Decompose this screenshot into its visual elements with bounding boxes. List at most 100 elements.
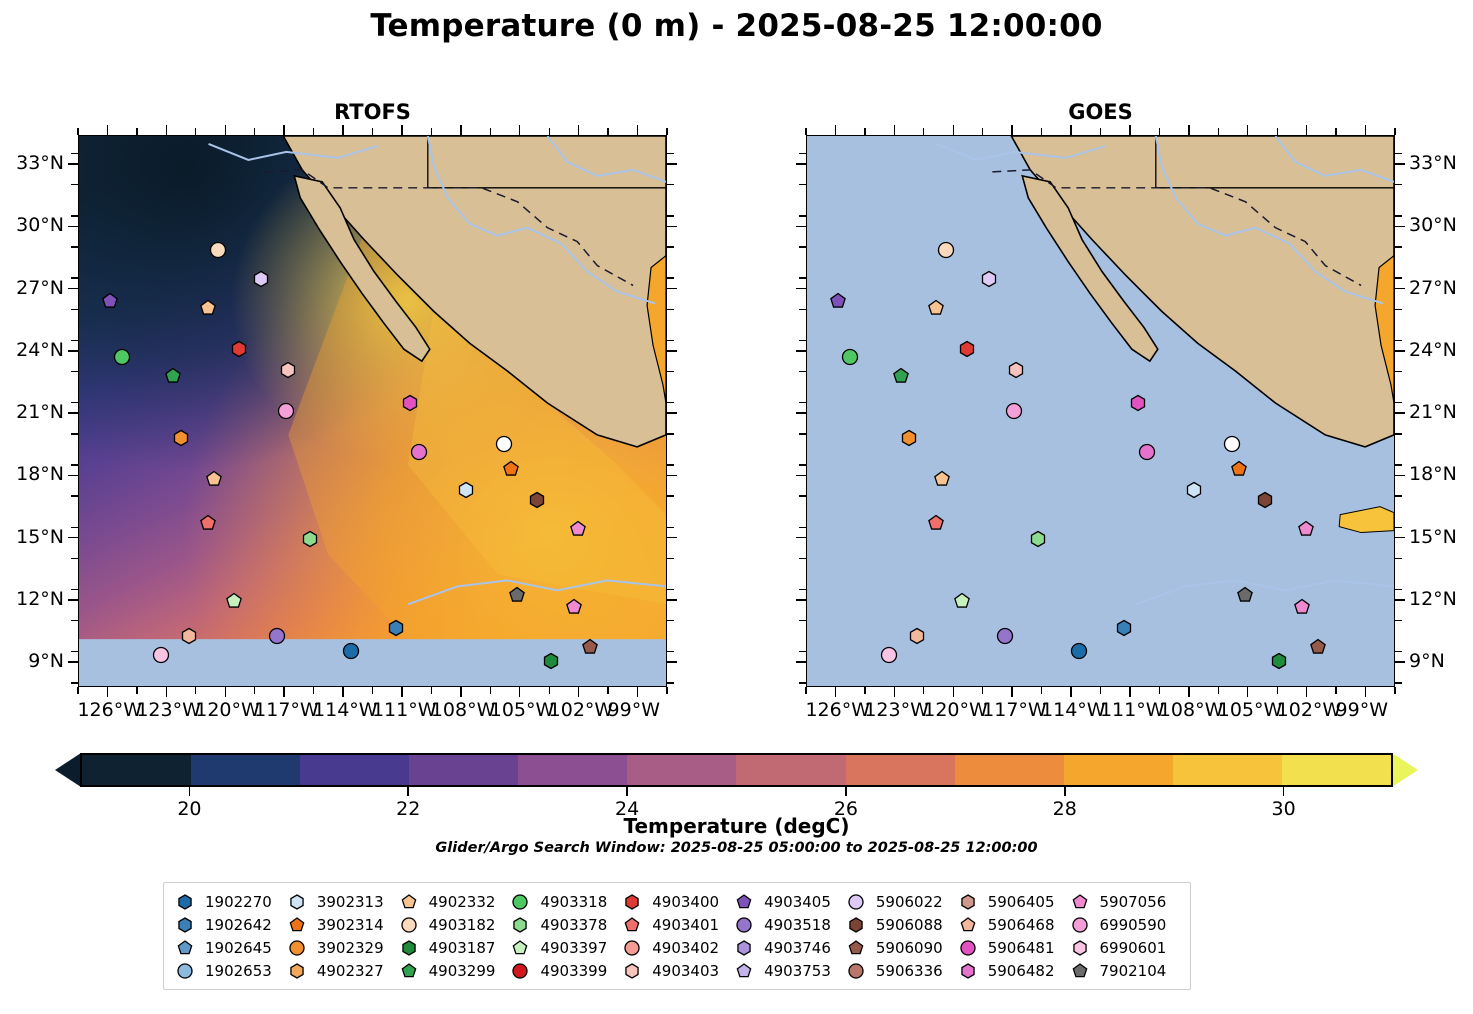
legend-item[interactable]: 5906090 bbox=[845, 936, 957, 959]
float-marker[interactable] bbox=[502, 459, 521, 478]
float-marker[interactable] bbox=[208, 240, 227, 259]
float-marker[interactable] bbox=[527, 490, 546, 509]
float-marker[interactable] bbox=[1138, 443, 1157, 462]
legend-item[interactable]: 1902642 bbox=[174, 913, 286, 936]
legend-item[interactable]: 4903397 bbox=[509, 936, 621, 959]
legend-item[interactable]: 4903187 bbox=[398, 936, 510, 959]
legend-item[interactable]: 1902645 bbox=[174, 936, 286, 959]
float-marker[interactable] bbox=[995, 627, 1014, 646]
float-marker[interactable] bbox=[1269, 652, 1288, 671]
float-marker[interactable] bbox=[199, 298, 218, 317]
legend-item[interactable]: 4903401 bbox=[621, 913, 733, 936]
colorbar[interactable] bbox=[55, 753, 1418, 787]
legend-item[interactable]: 5906481 bbox=[957, 936, 1069, 959]
float-marker[interactable] bbox=[224, 592, 243, 611]
float-marker[interactable] bbox=[152, 645, 171, 664]
float-marker[interactable] bbox=[508, 586, 527, 605]
legend-item[interactable]: 4902332 bbox=[398, 890, 510, 913]
legend-item[interactable]: 4903182 bbox=[398, 913, 510, 936]
map-panel-goes[interactable] bbox=[806, 135, 1395, 687]
float-marker[interactable] bbox=[277, 402, 296, 421]
legend-item[interactable]: 3902313 bbox=[286, 890, 398, 913]
float-marker[interactable] bbox=[907, 627, 926, 646]
float-marker[interactable] bbox=[1308, 637, 1327, 656]
float-marker[interactable] bbox=[113, 348, 132, 367]
float-marker[interactable] bbox=[927, 513, 946, 532]
legend-item[interactable]: 5906405 bbox=[957, 890, 1069, 913]
float-marker[interactable] bbox=[494, 435, 513, 454]
float-marker[interactable] bbox=[171, 428, 190, 447]
float-marker[interactable] bbox=[891, 366, 910, 385]
legend-item[interactable]: 5906482 bbox=[957, 959, 1069, 982]
legend-item[interactable]: 3902329 bbox=[286, 936, 398, 959]
float-marker[interactable] bbox=[1293, 598, 1312, 617]
float-marker[interactable] bbox=[541, 652, 560, 671]
float-marker[interactable] bbox=[199, 513, 218, 532]
float-marker[interactable] bbox=[1255, 490, 1274, 509]
float-marker[interactable] bbox=[1230, 459, 1249, 478]
float-marker[interactable] bbox=[410, 443, 429, 462]
legend-item[interactable]: 5906088 bbox=[845, 913, 957, 936]
float-marker[interactable] bbox=[880, 645, 899, 664]
float-marker[interactable] bbox=[933, 470, 952, 489]
float-marker[interactable] bbox=[841, 348, 860, 367]
float-marker[interactable] bbox=[580, 637, 599, 656]
float-marker[interactable] bbox=[457, 480, 476, 499]
float-marker[interactable] bbox=[267, 627, 286, 646]
float-marker[interactable] bbox=[163, 366, 182, 385]
float-marker[interactable] bbox=[230, 339, 249, 358]
legend-item[interactable]: 5906468 bbox=[957, 913, 1069, 936]
legend-item[interactable]: 4903318 bbox=[509, 890, 621, 913]
legend-item[interactable]: 4903518 bbox=[733, 913, 845, 936]
float-marker[interactable] bbox=[829, 292, 848, 311]
float-marker[interactable] bbox=[1069, 641, 1088, 660]
legend-item[interactable]: 5907056 bbox=[1069, 890, 1181, 913]
legend-item[interactable]: 4903378 bbox=[509, 913, 621, 936]
float-marker[interactable] bbox=[979, 269, 998, 288]
float-marker[interactable] bbox=[386, 619, 405, 638]
float-marker[interactable] bbox=[1296, 519, 1315, 538]
float-marker[interactable] bbox=[279, 360, 298, 379]
float-marker[interactable] bbox=[1114, 619, 1133, 638]
float-marker[interactable] bbox=[927, 298, 946, 317]
legend-item[interactable]: 4903402 bbox=[621, 936, 733, 959]
legend-item[interactable]: 4903746 bbox=[733, 936, 845, 959]
legend-item[interactable]: 5906022 bbox=[845, 890, 957, 913]
float-marker[interactable] bbox=[1236, 586, 1255, 605]
legend-item[interactable]: 5906336 bbox=[845, 959, 957, 982]
float-marker[interactable] bbox=[400, 393, 419, 412]
float-marker[interactable] bbox=[1005, 402, 1024, 421]
legend-item[interactable]: 4903399 bbox=[509, 959, 621, 982]
legend-item[interactable]: 4903405 bbox=[733, 890, 845, 913]
float-id-legend[interactable]: 1902270 1902642 1902645 1902653 3902313 39023… bbox=[163, 882, 1192, 990]
float-marker[interactable] bbox=[1185, 480, 1204, 499]
legend-item[interactable]: 7902104 bbox=[1069, 959, 1181, 982]
legend-item[interactable]: 4902327 bbox=[286, 959, 398, 982]
float-marker[interactable] bbox=[1222, 435, 1241, 454]
float-marker[interactable] bbox=[179, 627, 198, 646]
legend-item[interactable]: 4903299 bbox=[398, 959, 510, 982]
legend-item[interactable]: 1902270 bbox=[174, 890, 286, 913]
float-marker[interactable] bbox=[899, 428, 918, 447]
float-marker[interactable] bbox=[936, 240, 955, 259]
float-marker[interactable] bbox=[568, 519, 587, 538]
float-marker[interactable] bbox=[1028, 530, 1047, 549]
float-marker[interactable] bbox=[952, 592, 971, 611]
float-marker[interactable] bbox=[300, 530, 319, 549]
legend-item[interactable]: 4903400 bbox=[621, 890, 733, 913]
legend-item[interactable]: 4903753 bbox=[733, 959, 845, 982]
map-panel-rtofs[interactable] bbox=[78, 135, 667, 687]
legend-item[interactable]: 1902653 bbox=[174, 959, 286, 982]
legend-item[interactable]: 6990590 bbox=[1069, 913, 1181, 936]
legend-item[interactable]: 4903403 bbox=[621, 959, 733, 982]
float-marker[interactable] bbox=[1128, 393, 1147, 412]
float-marker[interactable] bbox=[101, 292, 120, 311]
legend-item[interactable]: 3902314 bbox=[286, 913, 398, 936]
float-marker[interactable] bbox=[565, 598, 584, 617]
float-marker[interactable] bbox=[341, 641, 360, 660]
float-marker[interactable] bbox=[1007, 360, 1026, 379]
legend-item[interactable]: 6990601 bbox=[1069, 936, 1181, 959]
float-marker[interactable] bbox=[958, 339, 977, 358]
float-marker[interactable] bbox=[251, 269, 270, 288]
float-marker[interactable] bbox=[205, 470, 224, 489]
